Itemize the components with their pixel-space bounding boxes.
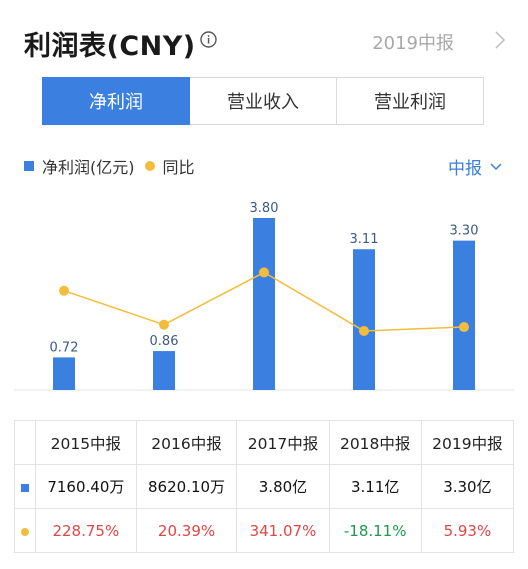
table-header-cell: 2016中报 [135,420,238,465]
table-header-cell: 2015中报 [35,420,137,465]
bar-2018中报[interactable] [353,249,375,390]
yoy-point-2017中报[interactable] [259,267,269,278]
metric-tabs: 净利润 营业收入 营业利润 [42,77,484,125]
page-title: 利润表(CNY) [24,31,196,62]
header: 利润表(CNY) 2019中报 [24,22,514,62]
bar-2017中报[interactable] [253,218,275,390]
table-row-yoy: 228.75% 20.39% 341.07% -18.11% 5.93% [14,508,515,553]
table-header-row: 2015中报 2016中报 2017中报 2018中报 2019中报 [14,420,515,465]
table-cell: 3.30亿 [420,464,515,509]
period-label[interactable]: 2019中报 [372,33,454,54]
table-cell: 8620.10万 [135,464,238,509]
bar-data-label: 3.80 [250,201,279,216]
bar-2019中报[interactable] [453,240,475,390]
tab-net-profit[interactable]: 净利润 [42,77,190,125]
yoy-marker [21,527,29,536]
tab-operating-profit[interactable]: 营业利润 [337,77,484,125]
chevron-down-icon [490,162,502,170]
table-cell: 7160.40万 [35,464,137,509]
table-cell: 341.07% [236,508,330,553]
yoy-point-2018中报[interactable] [359,325,369,336]
net-profit-marker [21,483,29,492]
net-profit-chart: 0.72 0.86 3.80 3.11 3.30 [14,201,514,391]
report-type-value: 中报 [448,159,482,179]
table-cell: -18.11% [328,508,422,553]
table-cell: 3.80亿 [236,464,330,509]
table-header-cell: 2019中报 [420,420,515,465]
yoy-point-2016中报[interactable] [159,319,169,330]
bar-data-label: 0.86 [150,334,179,349]
table-header-cell: 2017中报 [236,420,330,465]
legend-line-swatch [144,161,155,171]
chevron-right-icon[interactable] [494,30,506,50]
table-cell: 3.11亿 [328,464,422,509]
bar-data-label: 3.11 [350,232,379,247]
bar-data-label: 0.72 [50,340,79,355]
bar-2015中报[interactable] [53,357,75,390]
report-type-dropdown[interactable]: 中报 [448,154,502,179]
bar-2016中报[interactable] [153,351,175,390]
tab-revenue[interactable]: 营业收入 [190,77,337,125]
bar-data-label: 3.30 [450,224,479,239]
legend-line-label: 同比 [162,158,195,177]
yoy-point-2019中报[interactable] [459,322,469,333]
table-row-net-profit: 7160.40万 8620.10万 3.80亿 3.11亿 3.30亿 [14,464,515,509]
chart-legend: 净利润(亿元) 同比 [24,154,195,178]
table-cell: 5.93% [420,508,515,553]
table-cell: 228.75% [35,508,137,553]
info-icon[interactable] [200,31,217,48]
data-table: 2015中报 2016中报 2017中报 2018中报 2019中报 7160.… [14,420,515,553]
legend-bar-swatch [24,161,34,171]
table-cell: 20.39% [135,508,238,553]
table-header-cell: 2018中报 [328,420,422,465]
legend-bar-label: 净利润(亿元) [42,158,135,177]
yoy-point-2015中报[interactable] [59,285,69,296]
